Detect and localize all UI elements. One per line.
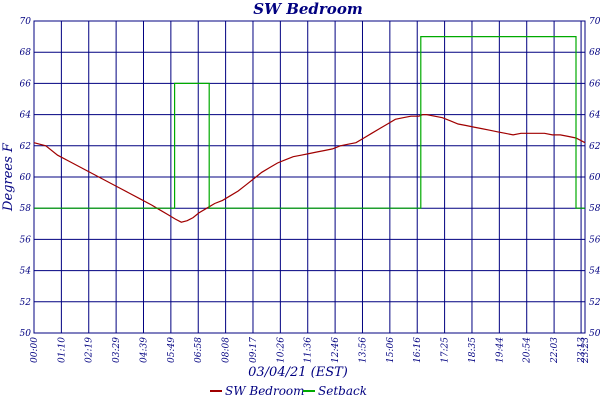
y-tick-label-right: 58 (589, 204, 600, 214)
y-tick-label: 64 (20, 111, 32, 121)
x-tick-label: 20:54 (523, 337, 533, 364)
y-tick-label: 68 (20, 48, 32, 58)
x-tick-label: 22:03 (550, 337, 560, 364)
x-tick-label: 11:36 (304, 337, 314, 363)
x-tick-label: 02:19 (85, 337, 95, 363)
x-tick-label: 12:46 (331, 337, 341, 363)
y-tick-label-right: 52 (589, 298, 600, 308)
x-tick-label: 15:06 (386, 337, 396, 363)
x-tick-label: 18:35 (468, 337, 478, 363)
legend: SW Bedroom Setback (210, 384, 367, 398)
x-tick-label: 13:56 (358, 337, 368, 363)
y-tick-label: 52 (20, 298, 32, 308)
y-tick-label-right: 62 (589, 142, 600, 152)
y-tick-label-right: 68 (589, 48, 600, 58)
y-tick-label: 50 (20, 329, 32, 339)
x-tick-label: 16:16 (413, 337, 423, 363)
y-tick-label-right: 60 (589, 173, 600, 183)
legend-label: Setback (318, 384, 367, 398)
x-tick-label: 04:39 (139, 337, 149, 363)
grid-lines (33, 20, 586, 334)
y-tick-label: 70 (20, 17, 32, 27)
x-tick-label: 00:00 (30, 337, 40, 363)
x-tick-label: 08:08 (222, 337, 232, 363)
y-tick-label-right: 54 (589, 267, 600, 277)
x-tick-label: 17:25 (441, 337, 451, 363)
y-tick-label-right: 66 (589, 79, 600, 89)
x-tick-label: 19:44 (495, 337, 505, 363)
y-tick-label: 56 (20, 235, 32, 245)
x-tick-label: 03:29 (112, 337, 122, 363)
y-tick-label-right: 56 (589, 235, 600, 245)
x-tick-label: 06:58 (194, 337, 204, 363)
series-line-setback (34, 36, 585, 209)
series-lines (33, 36, 586, 223)
x-tick-label: 23:13 (577, 337, 587, 364)
x-tick-label: 09:17 (249, 337, 259, 363)
y-tick-label: 62 (20, 142, 32, 152)
series-line-sw-bedroom (33, 114, 586, 223)
x-tick-label: 10:26 (276, 337, 286, 363)
y-tick-label: 60 (20, 173, 32, 183)
y-axis-label: Degrees F (1, 142, 16, 212)
x-tick-label: 05:49 (167, 337, 177, 363)
x-tick-label: 23:23 (581, 337, 591, 364)
y-tick-label: 66 (20, 79, 32, 89)
y-tick-label-right: 70 (589, 17, 600, 27)
y-tick-label-right: 64 (589, 111, 600, 121)
y-tick-label: 58 (20, 204, 32, 214)
y-tick-label-right: 50 (589, 329, 600, 339)
legend-label: SW Bedroom (225, 384, 305, 398)
y-tick-labels-right: 50 52 54 56 58 60 62 64 66 68 70 (589, 17, 600, 339)
x-axis-label: 03/04/21 (EST) (248, 365, 348, 380)
chart-title: SW Bedroom (253, 0, 362, 18)
x-tick-labels: 00:00 01:10 02:19 03:29 04:39 05:49 06:58 08:08… (30, 337, 591, 364)
y-tick-label: 54 (20, 267, 32, 277)
y-tick-labels-left: 50 52 54 56 58 60 62 64 66 68 70 (20, 17, 32, 339)
x-tick-label: 01:10 (57, 337, 67, 363)
